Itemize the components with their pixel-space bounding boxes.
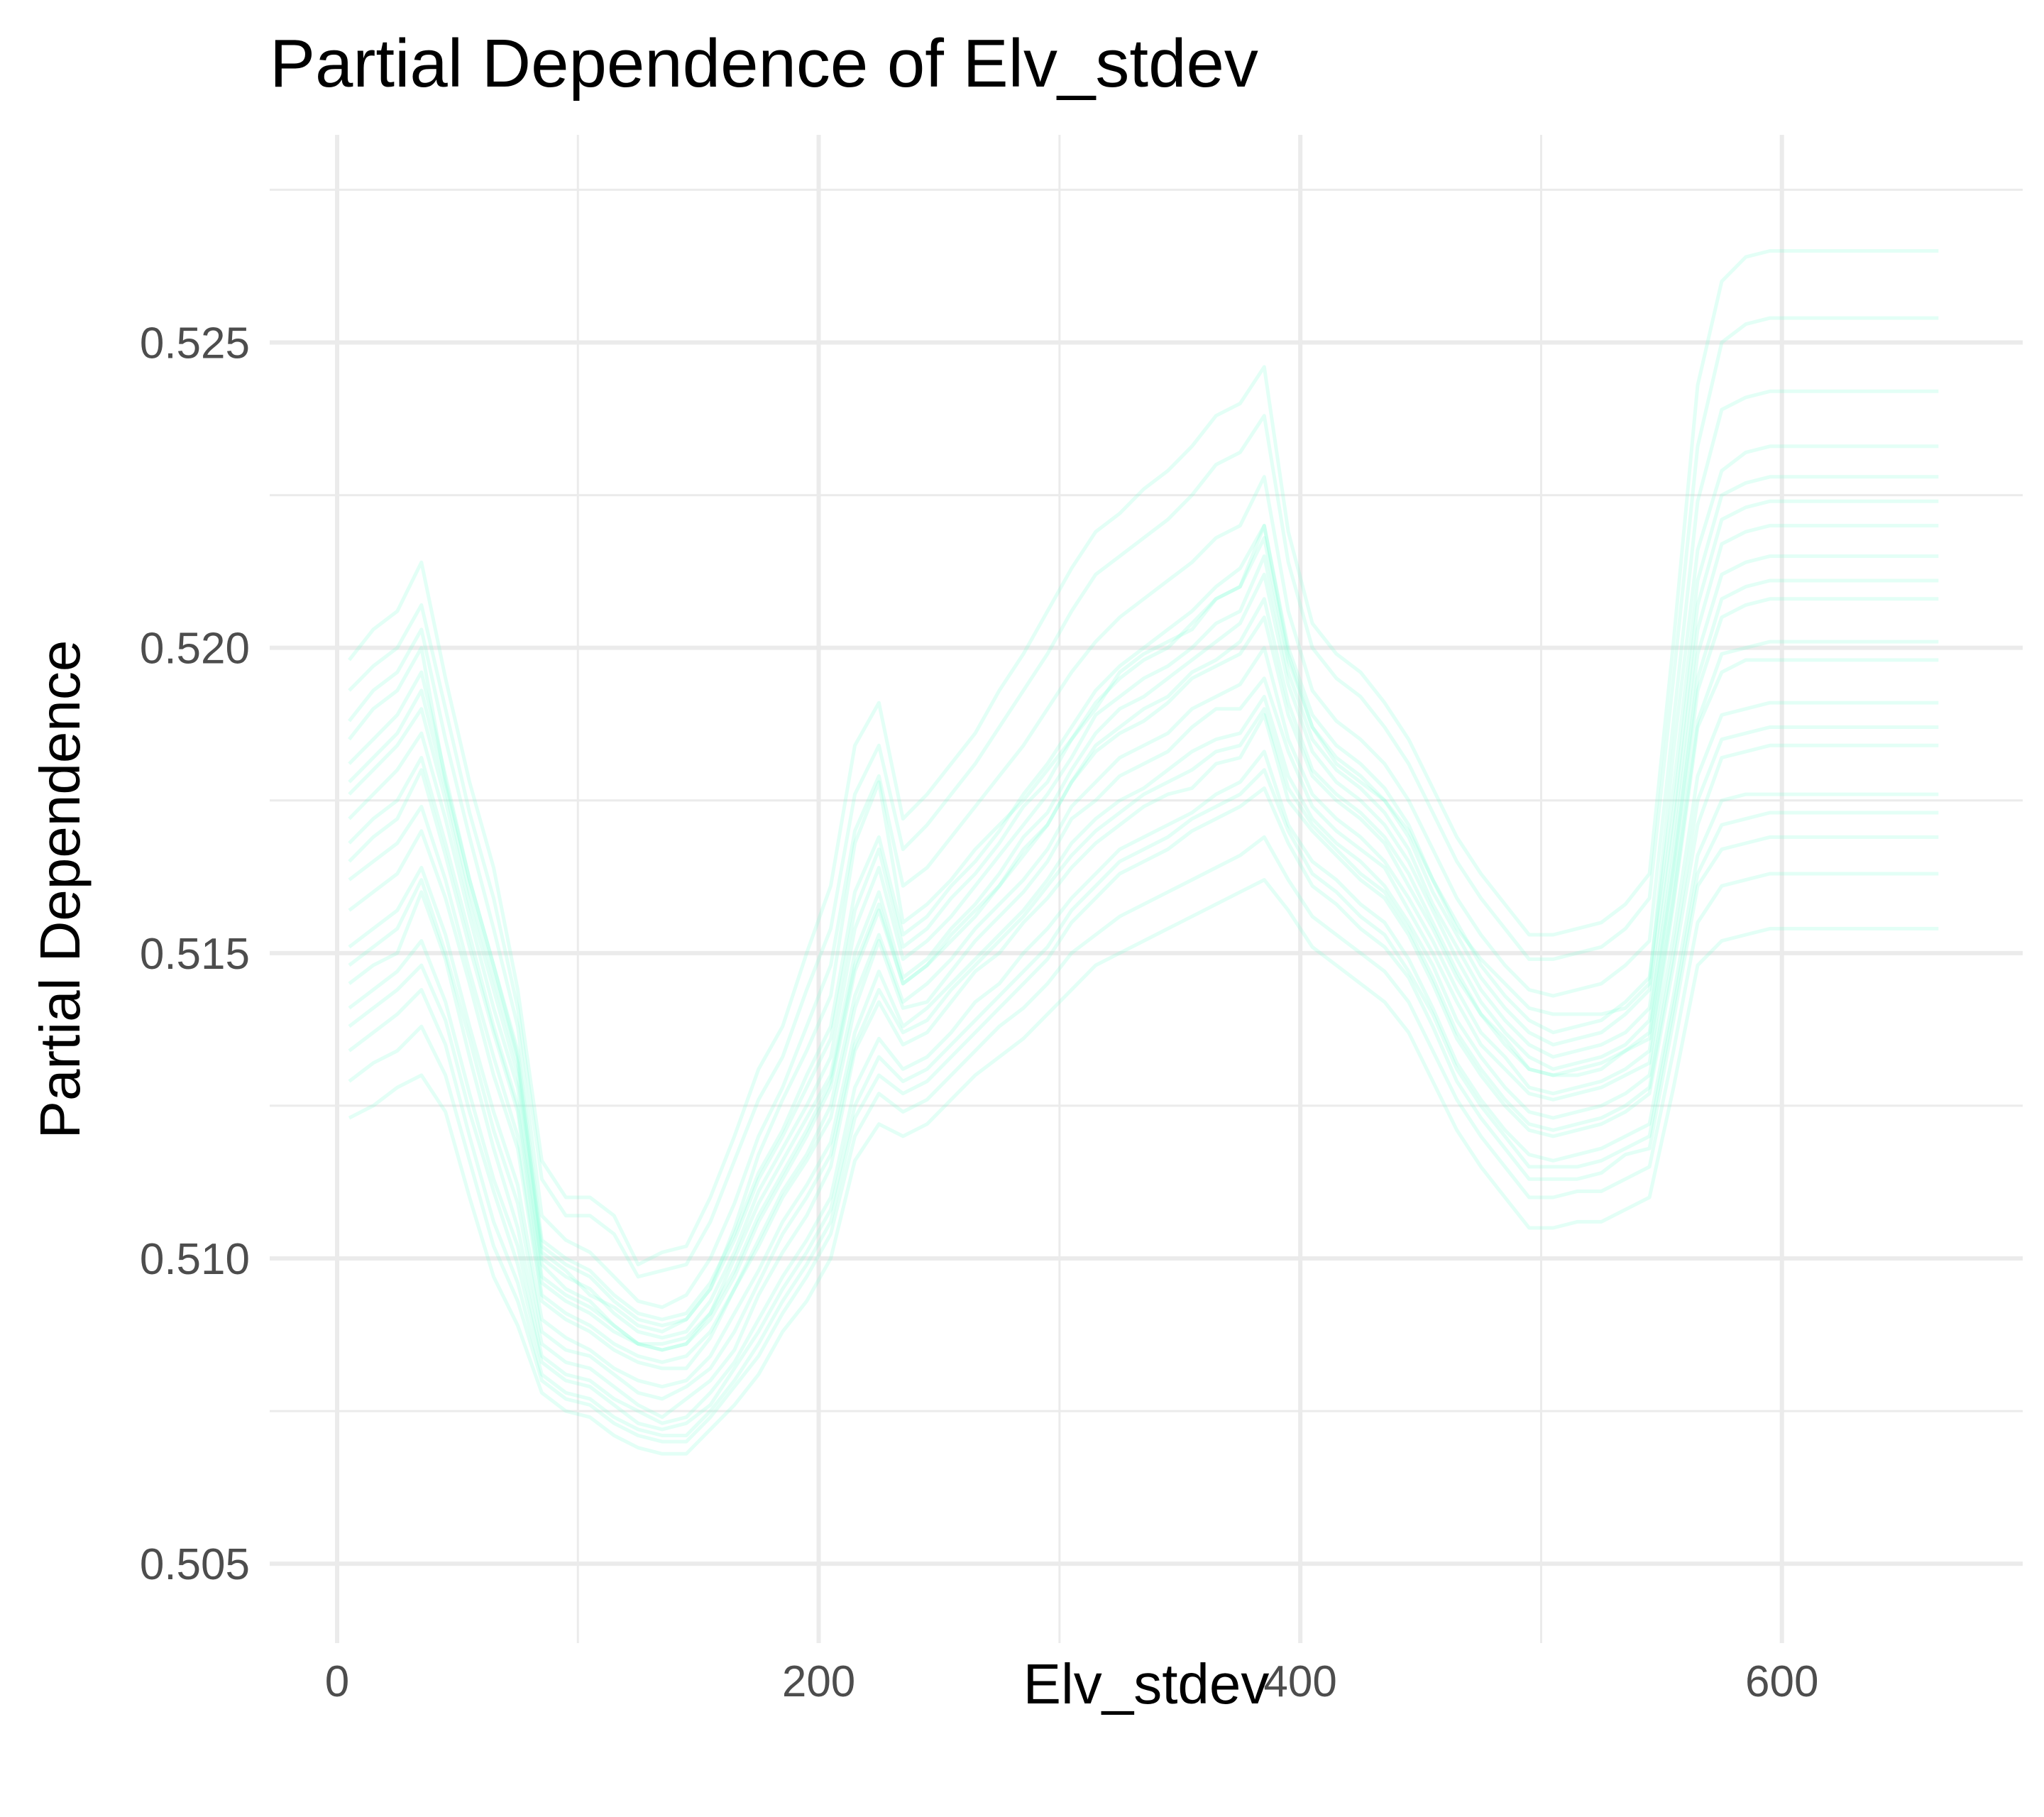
ice-line-8	[348, 695, 1939, 1389]
ice-lines	[348, 249, 1939, 1456]
ice-line-11	[348, 389, 1939, 1310]
chart-title: Partial Dependence of Elv_stdev	[270, 26, 1258, 101]
ice-line-16	[348, 878, 1939, 1456]
y-tick-label: 0.520	[140, 625, 250, 674]
y-tick-label: 0.515	[140, 930, 250, 979]
major-gridlines-x	[335, 135, 1784, 1643]
ice-line-6	[348, 786, 1939, 1437]
ice-line-4	[348, 658, 1939, 1371]
x-tick-label: 400	[1263, 1657, 1336, 1706]
ice-line-5	[348, 316, 1939, 1279]
y-tick-labels: 0.505 0.510 0.515 0.520 0.525	[140, 319, 250, 1590]
ice-line-1	[348, 444, 1939, 1334]
ice-line-20	[348, 768, 1939, 1432]
ice-line-13	[348, 578, 1939, 1352]
y-tick-label: 0.510	[140, 1235, 250, 1284]
minor-gridlines-y	[270, 188, 2023, 1412]
ice-line-2	[348, 713, 1939, 1420]
major-gridlines-y	[270, 340, 2023, 1566]
ice-line-10	[348, 750, 1939, 1425]
ice-line-15	[348, 249, 1939, 1267]
minor-gridlines-x	[576, 135, 1542, 1643]
y-tick-label: 0.525	[140, 319, 250, 368]
ice-line-3	[348, 554, 1939, 1346]
x-tick-label: 200	[782, 1657, 855, 1706]
ice-line-17	[348, 475, 1939, 1322]
ice-line-12	[348, 835, 1939, 1444]
ice-line-14	[348, 639, 1939, 1364]
y-tick-label: 0.505	[140, 1540, 250, 1589]
ice-line-7	[348, 499, 1939, 1328]
x-axis-title: Elv_stdev	[1023, 1652, 1270, 1716]
ice-line-19	[348, 524, 1939, 1340]
x-tick-label: 0	[325, 1657, 349, 1706]
ice-line-9	[348, 597, 1939, 1352]
x-tick-label: 600	[1745, 1657, 1818, 1706]
x-tick-labels: 0 200 400 600	[325, 1657, 1819, 1706]
ice-line-18	[348, 707, 1939, 1401]
y-axis-title: Partial Dependence	[28, 640, 92, 1139]
